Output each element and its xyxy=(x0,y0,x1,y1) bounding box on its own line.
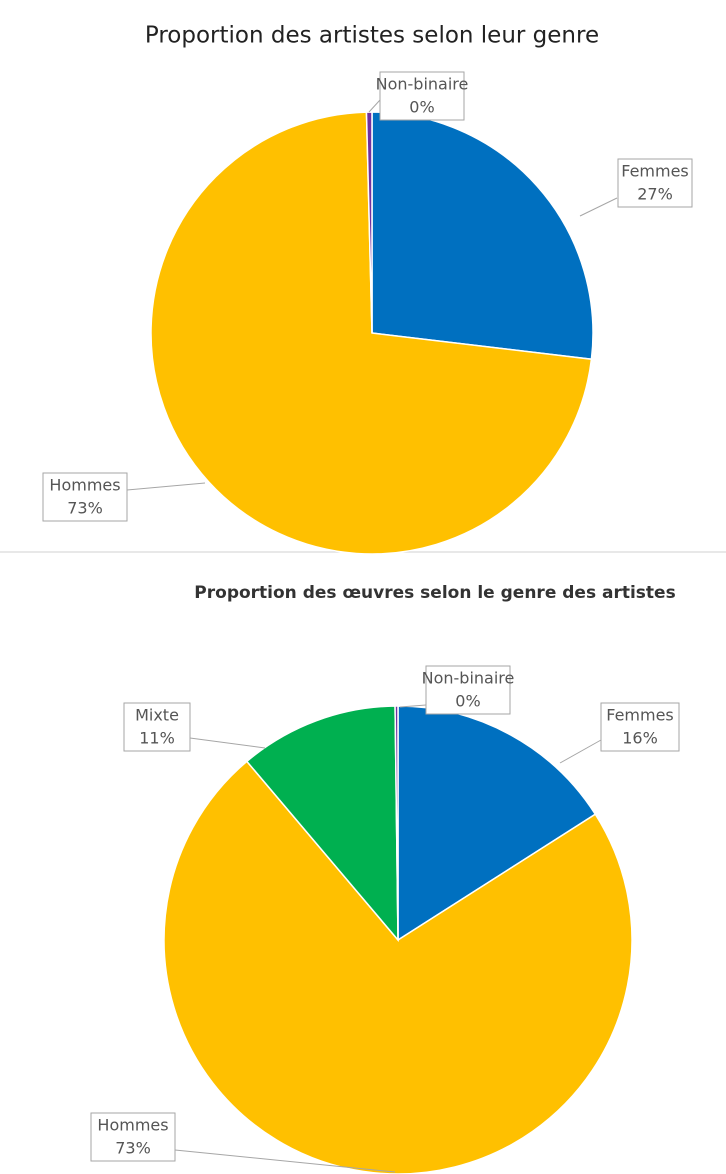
pie-slice xyxy=(150,111,593,555)
label-box xyxy=(600,702,680,752)
pie-slice xyxy=(163,760,633,1174)
data-label: 73% xyxy=(67,499,103,518)
pie-slice xyxy=(371,111,594,361)
label-name: Hommes xyxy=(97,1116,168,1135)
label-name: Non-binaire xyxy=(422,669,515,688)
label-name: Hommes xyxy=(49,476,120,495)
label-name: Non-binaire xyxy=(376,75,469,94)
leader-line xyxy=(579,197,618,217)
leader-line xyxy=(174,1149,396,1173)
label-box xyxy=(425,665,511,715)
data-label: 0% xyxy=(455,692,480,711)
pie-slice xyxy=(394,705,399,941)
data-label: 11% xyxy=(139,729,175,748)
leader-line xyxy=(559,739,602,764)
leader-line xyxy=(399,704,427,708)
label-box xyxy=(123,702,191,752)
data-label: 27% xyxy=(637,185,673,204)
leader-line xyxy=(126,482,206,491)
pie-slice xyxy=(245,705,399,943)
label-box xyxy=(617,158,693,208)
data-label: 16% xyxy=(622,729,658,748)
label-box xyxy=(379,71,465,121)
label-name: Femmes xyxy=(621,162,689,181)
data-label: 0% xyxy=(409,98,434,117)
label-box xyxy=(42,472,128,522)
data-label: 73% xyxy=(115,1139,151,1158)
label-name: Femmes xyxy=(606,706,674,725)
label-box xyxy=(90,1112,176,1162)
chart-title: Proportion des œuvres selon le genre des… xyxy=(194,583,675,603)
pie-slice xyxy=(397,705,597,942)
chart-title: Proportion des artistes selon leur genre xyxy=(145,23,599,49)
leader-line xyxy=(189,737,266,749)
leader-line xyxy=(368,99,381,113)
label-name: Mixte xyxy=(135,706,179,725)
